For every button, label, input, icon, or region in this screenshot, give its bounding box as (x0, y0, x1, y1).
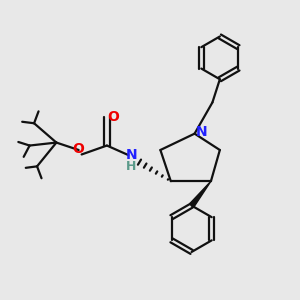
Text: N: N (195, 125, 207, 139)
Text: N: N (125, 148, 137, 162)
Text: O: O (73, 142, 85, 155)
Text: O: O (107, 110, 119, 124)
Polygon shape (190, 181, 211, 207)
Text: H: H (126, 160, 136, 173)
